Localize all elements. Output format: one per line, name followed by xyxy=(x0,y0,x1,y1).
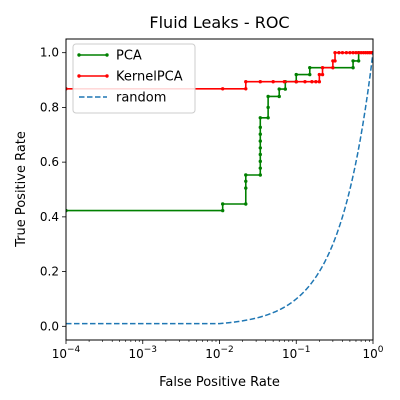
series-point xyxy=(320,66,325,70)
series-layer xyxy=(66,50,373,325)
legend: PCA KernelPCA random xyxy=(72,43,196,114)
y-tick-label: 0.4 xyxy=(40,210,59,224)
series-point xyxy=(282,79,287,84)
legend-item-kernelpca: KernelPCA xyxy=(77,70,183,85)
series-point xyxy=(220,87,225,91)
series-point xyxy=(244,173,248,177)
series-point xyxy=(258,132,262,136)
series-point xyxy=(356,59,361,63)
y-tick-label: 1.0 xyxy=(40,46,59,60)
x-tick-base: 10 xyxy=(362,347,377,361)
y-tick-label: 0.0 xyxy=(40,319,59,333)
x-axis-ticks: 10−4 10−3 10−2 10−1 100 xyxy=(52,340,384,361)
series-point xyxy=(283,87,287,91)
series-point xyxy=(317,79,322,84)
series-point xyxy=(258,166,262,170)
series-pca xyxy=(66,50,373,213)
series-point xyxy=(337,50,341,55)
series-point xyxy=(244,179,248,183)
x-tick-exponent: 0 xyxy=(378,345,384,355)
series-point xyxy=(320,72,325,77)
series-point xyxy=(258,79,262,84)
series-point xyxy=(244,186,248,190)
x-axis-label: False Positive Rate xyxy=(159,375,280,390)
series-point xyxy=(314,79,318,84)
legend-marker xyxy=(105,74,109,78)
series-point xyxy=(303,79,307,84)
series-point xyxy=(258,152,262,157)
series-point xyxy=(258,146,262,150)
series-point xyxy=(244,87,248,91)
x-tick-label: 10−1 xyxy=(282,345,311,361)
series-point xyxy=(308,66,312,70)
series-point xyxy=(331,66,335,70)
series-point xyxy=(351,66,355,70)
series-point xyxy=(310,79,314,84)
x-tick-base: 10 xyxy=(128,347,143,361)
series-point xyxy=(354,50,358,55)
series-point xyxy=(317,72,322,77)
chart-title: Fluid Leaks - ROC xyxy=(149,13,289,32)
legend-item-random: random xyxy=(79,91,166,106)
x-tick-exponent: −2 xyxy=(221,345,234,355)
legend-label: PCA xyxy=(116,49,142,64)
x-tick-label: 10−2 xyxy=(205,345,234,361)
x-tick-label: 10−4 xyxy=(52,345,81,361)
series-line xyxy=(66,52,373,325)
series-point xyxy=(351,59,355,63)
series-point xyxy=(333,59,337,63)
x-tick-exponent: −3 xyxy=(144,345,157,355)
series-point xyxy=(294,72,298,77)
series-point xyxy=(351,50,355,55)
series-point xyxy=(308,72,312,77)
legend-box xyxy=(72,43,196,114)
x-tick-base: 10 xyxy=(205,347,220,361)
series-random xyxy=(66,52,373,325)
series-point xyxy=(344,50,349,55)
x-tick-base: 10 xyxy=(52,347,67,361)
series-point xyxy=(356,50,361,55)
y-tick-label: 0.2 xyxy=(40,265,59,279)
series-point xyxy=(258,173,262,177)
series-point xyxy=(294,79,298,84)
series-point xyxy=(220,202,225,206)
x-tick-exponent: −1 xyxy=(297,345,310,355)
series-point xyxy=(266,116,270,120)
legend-label: random xyxy=(116,91,166,106)
series-point xyxy=(258,139,262,143)
series-point xyxy=(258,125,262,130)
y-tick-label: 0.8 xyxy=(40,100,59,114)
series-point xyxy=(348,50,352,55)
series-point xyxy=(277,94,281,99)
y-axis-label: True Positive Rate xyxy=(14,131,29,248)
series-point xyxy=(220,208,225,213)
legend-marker xyxy=(105,53,109,57)
series-point xyxy=(266,94,270,99)
series-point xyxy=(277,87,281,91)
series-point xyxy=(271,79,275,84)
series-point xyxy=(244,202,248,206)
x-tick-exponent: −4 xyxy=(67,345,81,355)
legend-item-pca: PCA xyxy=(77,49,142,64)
x-tick-label: 10−3 xyxy=(128,345,157,361)
y-axis-ticks: 0.0 0.2 0.4 0.6 0.8 1.0 xyxy=(40,46,66,333)
x-tick-base: 10 xyxy=(282,347,297,361)
series-point xyxy=(258,116,262,120)
legend-marker xyxy=(77,74,81,78)
series-point xyxy=(258,159,262,164)
series-point xyxy=(340,50,345,55)
legend-marker xyxy=(77,53,81,57)
legend-label: KernelPCA xyxy=(116,70,183,85)
series-kernelpca xyxy=(66,50,373,91)
x-tick-label: 100 xyxy=(362,345,383,361)
series-point xyxy=(244,79,248,84)
series-point xyxy=(333,50,337,55)
y-tick-label: 0.6 xyxy=(40,155,59,169)
series-point xyxy=(266,105,270,110)
